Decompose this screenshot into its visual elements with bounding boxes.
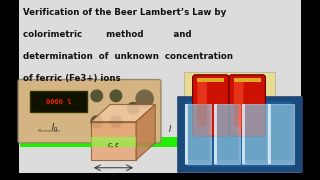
- FancyBboxPatch shape: [193, 75, 229, 136]
- Text: $I_0$: $I_0$: [51, 122, 58, 134]
- FancyBboxPatch shape: [18, 80, 161, 143]
- Text: $d$: $d$: [110, 171, 116, 180]
- Circle shape: [110, 116, 122, 127]
- Bar: [270, 105, 292, 160]
- Bar: [197, 78, 224, 82]
- Bar: [268, 103, 294, 164]
- Circle shape: [91, 90, 102, 102]
- Text: of ferric (Fe3+) ions: of ferric (Fe3+) ions: [23, 74, 121, 83]
- Circle shape: [91, 116, 102, 127]
- FancyBboxPatch shape: [229, 75, 266, 136]
- FancyBboxPatch shape: [234, 80, 244, 127]
- Bar: [185, 103, 188, 164]
- Text: determination  of  unknown  concentration: determination of unknown concentration: [23, 52, 233, 61]
- Bar: [187, 105, 209, 160]
- Text: Verification of the Beer Lambert’s Law by: Verification of the Beer Lambert’s Law b…: [23, 8, 226, 17]
- Text: Phototrode: Phototrode: [37, 129, 60, 133]
- Bar: [268, 103, 271, 164]
- Bar: [214, 103, 217, 164]
- Bar: [243, 103, 268, 164]
- Polygon shape: [91, 104, 155, 122]
- Bar: [187, 101, 292, 167]
- FancyBboxPatch shape: [197, 80, 207, 127]
- Circle shape: [127, 103, 139, 114]
- Text: $c, \varepsilon$: $c, \varepsilon$: [107, 141, 119, 150]
- Text: colorimetric        method          and: colorimetric method and: [23, 30, 191, 39]
- Bar: [184, 72, 275, 141]
- Bar: [244, 105, 266, 160]
- Circle shape: [136, 90, 153, 107]
- Bar: [20, 137, 189, 147]
- Bar: [91, 137, 136, 147]
- Bar: [214, 103, 240, 164]
- Circle shape: [110, 90, 122, 102]
- Polygon shape: [136, 104, 155, 160]
- Bar: [216, 105, 238, 160]
- Bar: [185, 103, 211, 164]
- Bar: [30, 91, 87, 112]
- Bar: [177, 96, 302, 172]
- Bar: [91, 122, 136, 160]
- Text: 0000 l: 0000 l: [46, 99, 71, 105]
- Text: $I$: $I$: [168, 123, 172, 134]
- Bar: [234, 78, 261, 82]
- Bar: [243, 103, 245, 164]
